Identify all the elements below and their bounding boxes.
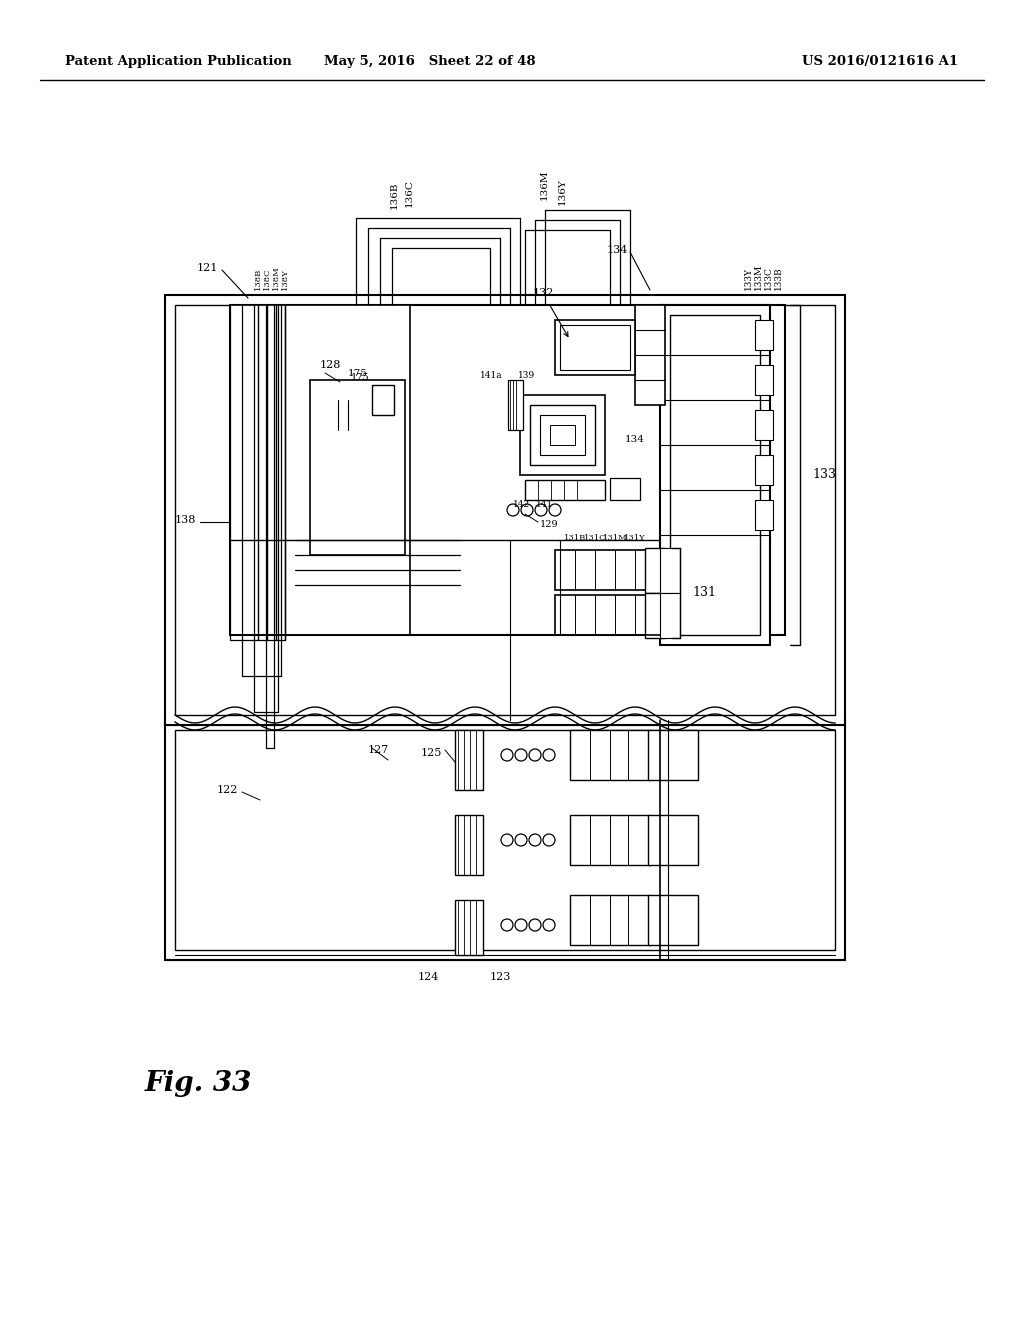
Bar bbox=[165, 719, 845, 960]
Text: 175: 175 bbox=[350, 374, 369, 381]
Text: 127: 127 bbox=[368, 744, 389, 755]
Text: 138M: 138M bbox=[272, 265, 280, 290]
Bar bbox=[455, 900, 483, 954]
Text: 175: 175 bbox=[348, 370, 368, 378]
Text: 141a: 141a bbox=[480, 371, 503, 380]
Bar bbox=[635, 305, 665, 405]
Text: Patent Application Publication: Patent Application Publication bbox=[65, 55, 292, 69]
Bar bbox=[540, 414, 585, 455]
Text: US 2016/0121616 A1: US 2016/0121616 A1 bbox=[802, 55, 958, 69]
Bar bbox=[660, 305, 770, 645]
Text: 133C: 133C bbox=[764, 267, 772, 290]
Text: 138Y: 138Y bbox=[281, 268, 289, 290]
Text: 136M: 136M bbox=[540, 170, 549, 201]
Bar bbox=[645, 593, 665, 638]
Bar bbox=[648, 730, 698, 780]
Bar bbox=[455, 730, 483, 789]
Text: 131: 131 bbox=[692, 586, 716, 599]
Bar bbox=[660, 548, 680, 593]
Bar bbox=[648, 814, 698, 865]
Bar bbox=[755, 366, 773, 395]
Bar bbox=[230, 305, 785, 635]
Text: 125: 125 bbox=[421, 748, 442, 758]
Bar bbox=[755, 319, 773, 350]
Bar bbox=[372, 385, 394, 414]
Bar bbox=[645, 548, 665, 593]
Bar bbox=[508, 380, 523, 430]
Text: 136Y: 136Y bbox=[558, 178, 567, 206]
Text: 138: 138 bbox=[175, 515, 196, 525]
Text: 131Y: 131Y bbox=[624, 535, 646, 543]
Bar bbox=[610, 478, 640, 500]
Bar bbox=[230, 305, 410, 635]
Text: 131M: 131M bbox=[603, 535, 628, 543]
Text: 133: 133 bbox=[812, 469, 836, 482]
Bar bbox=[755, 411, 773, 440]
Text: 129: 129 bbox=[540, 520, 559, 529]
Text: 131B: 131B bbox=[564, 535, 586, 543]
Text: 136C: 136C bbox=[406, 180, 414, 207]
Text: 138B: 138B bbox=[254, 268, 262, 290]
Bar bbox=[520, 395, 605, 475]
Bar bbox=[555, 319, 635, 375]
Text: 133B: 133B bbox=[773, 267, 782, 290]
Bar bbox=[648, 895, 698, 945]
Text: 139: 139 bbox=[518, 371, 536, 380]
Bar bbox=[555, 550, 650, 590]
Text: 142: 142 bbox=[513, 500, 530, 510]
Bar bbox=[555, 595, 650, 635]
Text: 131C: 131C bbox=[584, 535, 606, 543]
Bar bbox=[165, 294, 845, 725]
Bar bbox=[755, 455, 773, 484]
Bar bbox=[570, 895, 650, 945]
Bar bbox=[755, 500, 773, 531]
Text: 123: 123 bbox=[489, 972, 511, 982]
Bar bbox=[550, 425, 575, 445]
Text: 141: 141 bbox=[537, 500, 554, 510]
Text: 122: 122 bbox=[217, 785, 238, 795]
Bar bbox=[670, 315, 760, 635]
Bar bbox=[525, 480, 605, 500]
Text: 132: 132 bbox=[534, 288, 554, 298]
Text: 133Y: 133Y bbox=[743, 267, 753, 290]
Bar bbox=[660, 593, 680, 638]
Text: 133M: 133M bbox=[754, 264, 763, 290]
Bar bbox=[530, 405, 595, 465]
Bar bbox=[570, 730, 650, 780]
Bar bbox=[310, 380, 406, 554]
Text: Fig. 33: Fig. 33 bbox=[145, 1071, 252, 1097]
Text: 128: 128 bbox=[319, 360, 341, 370]
Text: 134: 134 bbox=[606, 246, 628, 255]
Bar bbox=[175, 305, 835, 715]
Text: 121: 121 bbox=[197, 263, 218, 273]
Bar bbox=[175, 730, 835, 950]
Bar bbox=[455, 814, 483, 875]
Text: 136B: 136B bbox=[390, 181, 399, 209]
Text: 138C: 138C bbox=[263, 268, 271, 290]
Bar bbox=[570, 814, 650, 865]
Text: 124: 124 bbox=[418, 972, 438, 982]
Text: 134: 134 bbox=[625, 436, 645, 445]
Text: May 5, 2016   Sheet 22 of 48: May 5, 2016 Sheet 22 of 48 bbox=[325, 55, 536, 69]
Bar bbox=[560, 325, 630, 370]
